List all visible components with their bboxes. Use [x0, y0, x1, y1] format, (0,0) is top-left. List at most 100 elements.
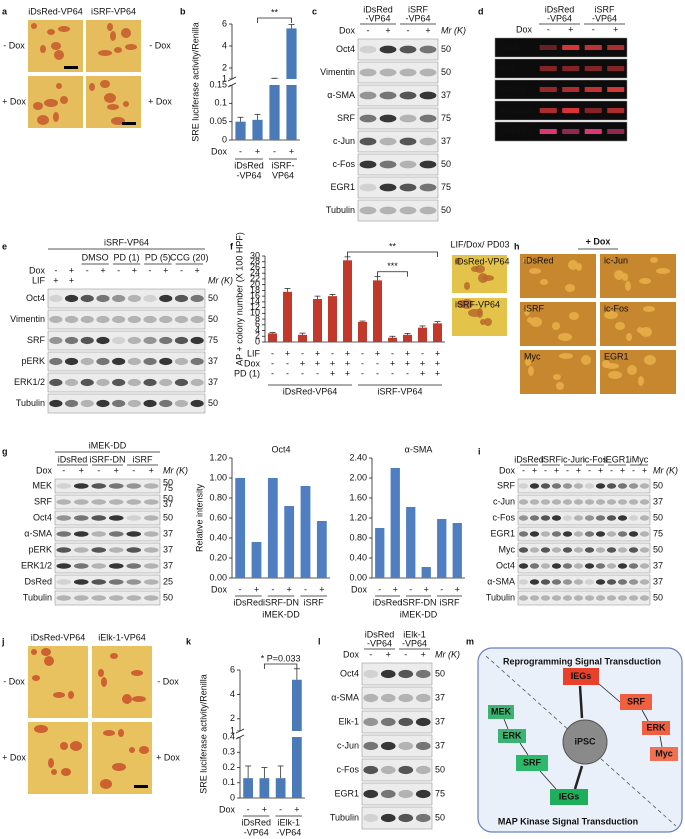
- blot-strip: [494, 100, 628, 121]
- band: [80, 336, 94, 345]
- colony: [131, 670, 143, 676]
- band: [379, 91, 397, 100]
- mr-header: Mr (K): [653, 465, 678, 475]
- treatment-label: PD (5): [145, 252, 171, 262]
- mr-label: 37: [653, 560, 663, 570]
- colony: [104, 93, 116, 103]
- dox-sign: +: [289, 146, 294, 156]
- condition-sign: -: [286, 358, 289, 368]
- dox-sign: -: [378, 584, 381, 594]
- panel-letter: j: [1, 636, 5, 646]
- diagram-node: [620, 694, 652, 710]
- band: [606, 483, 617, 489]
- colony: [132, 696, 146, 702]
- band: [419, 45, 437, 54]
- band: [551, 483, 562, 489]
- dox-sign: -: [97, 465, 100, 475]
- y-tick-label: 10: [250, 308, 260, 318]
- bar: [418, 327, 427, 342]
- band: [143, 499, 159, 505]
- row-label: Oct4: [33, 512, 52, 522]
- group-label: iSRF-DN: [401, 597, 437, 607]
- band: [379, 137, 397, 146]
- y-tick-label: 30: [250, 250, 260, 260]
- y-tick-label: 24: [250, 268, 260, 278]
- blot-strip: [517, 558, 651, 574]
- colony: [553, 374, 561, 380]
- dox-sign: -: [566, 465, 569, 475]
- diagram-node: [498, 729, 526, 743]
- dox-sign: -: [273, 146, 276, 156]
- band: [80, 294, 94, 303]
- node-label: SRF: [627, 696, 646, 706]
- bar: [300, 486, 311, 578]
- band: [379, 45, 397, 54]
- band: [143, 515, 159, 521]
- group-title: iMEK-DD: [262, 609, 300, 619]
- y-tick-label: 28: [250, 256, 260, 266]
- band: [91, 531, 107, 537]
- photo: [600, 254, 676, 298]
- row-label: DsRed: [24, 576, 52, 586]
- node-label: ERK: [502, 730, 522, 740]
- significance-bracket: [263, 663, 298, 669]
- colony: [123, 101, 129, 107]
- row-label: α-SMA: [487, 576, 515, 586]
- colony: [122, 694, 132, 704]
- group-label: -VP64: [367, 638, 392, 648]
- band: [190, 378, 204, 387]
- row-label: Oct4: [496, 560, 515, 570]
- group-label: iDsRed: [58, 454, 88, 464]
- group-label: iEGR1: [604, 454, 631, 464]
- condition-label: Dox: [244, 358, 261, 368]
- blot-strip: [517, 510, 651, 526]
- column-label: iSRF-VP64: [91, 6, 136, 16]
- band: [108, 563, 124, 569]
- band: [143, 531, 159, 537]
- ipsc-node: [562, 719, 608, 765]
- mr-label: 75: [653, 528, 663, 538]
- arrow: [578, 685, 584, 719]
- significance-label: **: [271, 7, 279, 17]
- node-label: IEGs: [571, 671, 592, 681]
- y-tick-label: 22: [250, 273, 260, 283]
- row-label: ERK1/2: [21, 560, 52, 570]
- band: [379, 160, 397, 169]
- band: [399, 45, 417, 54]
- dox-sign: -: [522, 465, 525, 475]
- band: [584, 515, 595, 521]
- band: [562, 499, 573, 505]
- band: [628, 563, 639, 569]
- band: [639, 483, 650, 489]
- condition-sign: +: [285, 348, 290, 358]
- group-label: iDsRed: [234, 160, 264, 170]
- dox-sign: +: [425, 25, 430, 35]
- band: [126, 579, 142, 585]
- band: [607, 108, 625, 113]
- y-axis-label: AP + colony number (X 100 HPF): [234, 232, 244, 366]
- dox-sign: +: [254, 584, 259, 594]
- dox-sign: +: [455, 584, 460, 594]
- condition-label: LIF: [247, 348, 261, 358]
- dox-sign: -: [588, 465, 591, 475]
- condition-sign: -: [421, 348, 424, 358]
- band: [112, 315, 126, 324]
- panel-letter: i: [478, 446, 481, 456]
- band: [126, 499, 142, 505]
- band: [91, 579, 107, 585]
- band: [628, 499, 639, 505]
- row-label: c-Fos: [493, 512, 516, 522]
- band: [91, 563, 107, 569]
- colony: [48, 758, 54, 768]
- colony: [110, 653, 118, 659]
- band: [595, 499, 606, 505]
- dox-sign: +: [598, 465, 603, 475]
- row-label: pERK: [28, 544, 52, 554]
- dox-sign: -: [632, 465, 635, 475]
- band: [380, 693, 396, 703]
- bar: [235, 478, 246, 578]
- band: [617, 579, 628, 585]
- colony: [637, 327, 643, 333]
- bar: [375, 528, 385, 578]
- group-label: iElk-1: [277, 817, 300, 827]
